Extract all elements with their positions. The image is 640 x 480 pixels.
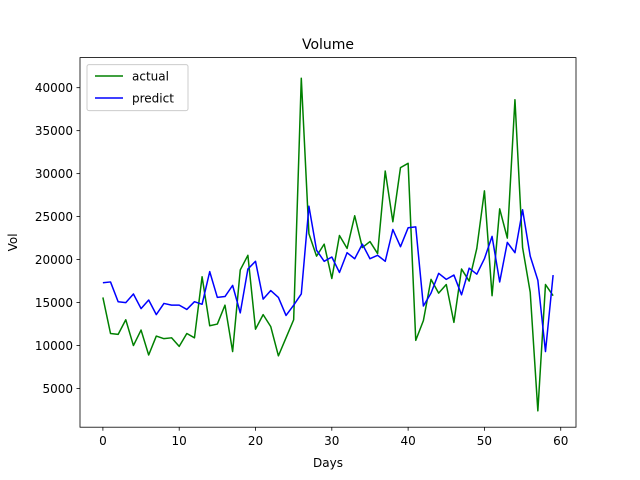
y-tick-label: 5000 <box>42 382 73 396</box>
series-line-actual <box>102 77 554 412</box>
x-tick-label: 60 <box>553 434 568 448</box>
chart-title: Volume <box>302 37 354 53</box>
legend-label-predict: predict <box>132 92 174 106</box>
y-tick-label: 20000 <box>35 253 73 267</box>
y-tick-label: 15000 <box>35 296 73 310</box>
plot-frame <box>79 57 577 428</box>
x-tick-label: 30 <box>324 434 339 448</box>
series-layer <box>102 77 554 412</box>
x-tick-label: 20 <box>248 434 263 448</box>
y-tick-label: 25000 <box>35 210 73 224</box>
y-tick-label: 30000 <box>35 167 73 181</box>
x-axis-label: Days <box>313 456 343 470</box>
x-tick-label: 40 <box>400 434 415 448</box>
y-tick-label: 10000 <box>35 339 73 353</box>
x-tick-label: 10 <box>172 434 187 448</box>
y-tick-label: 35000 <box>35 124 73 138</box>
series-line-predict <box>102 205 554 353</box>
legend: actual predict <box>86 64 189 112</box>
y-tick-label: 40000 <box>35 81 73 95</box>
x-tick-label: 50 <box>477 434 492 448</box>
x-tick-label: 0 <box>99 434 107 448</box>
y-axis-label: Vol <box>6 233 20 251</box>
legend-label-actual: actual <box>132 70 169 84</box>
axes-layer: 0 10 20 30 40 50 60 5000 10000 15000 20000 25000 300… <box>35 81 569 448</box>
plot-area <box>80 57 576 428</box>
